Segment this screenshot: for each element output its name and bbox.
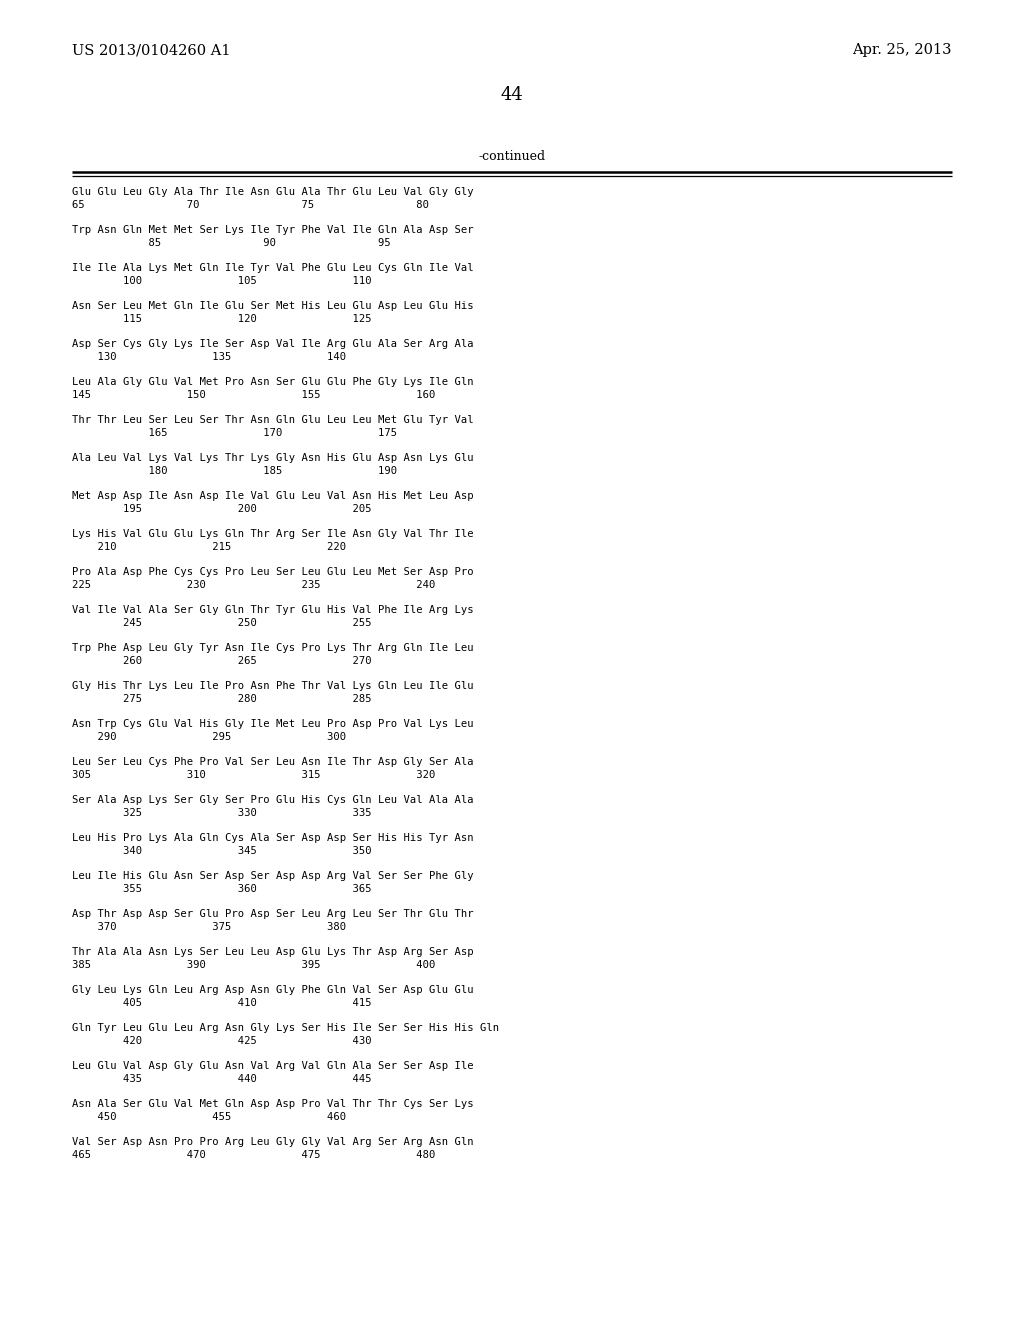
Text: Apr. 25, 2013: Apr. 25, 2013 [853,44,952,57]
Text: 290               295               300: 290 295 300 [72,733,346,742]
Text: Trp Asn Gln Met Met Ser Lys Ile Tyr Phe Val Ile Gln Ala Asp Ser: Trp Asn Gln Met Met Ser Lys Ile Tyr Phe … [72,224,474,235]
Text: 405               410               415: 405 410 415 [72,998,372,1008]
Text: 245               250               255: 245 250 255 [72,618,372,628]
Text: 385               390               395               400: 385 390 395 400 [72,960,435,970]
Text: Leu Ile His Glu Asn Ser Asp Ser Asp Asp Arg Val Ser Ser Phe Gly: Leu Ile His Glu Asn Ser Asp Ser Asp Asp … [72,871,474,880]
Text: Gly Leu Lys Gln Leu Arg Asp Asn Gly Phe Gln Val Ser Asp Glu Glu: Gly Leu Lys Gln Leu Arg Asp Asn Gly Phe … [72,985,474,995]
Text: 195               200               205: 195 200 205 [72,504,372,513]
Text: 210               215               220: 210 215 220 [72,543,346,552]
Text: Trp Phe Asp Leu Gly Tyr Asn Ile Cys Pro Lys Thr Arg Gln Ile Leu: Trp Phe Asp Leu Gly Tyr Asn Ile Cys Pro … [72,643,474,653]
Text: 115               120               125: 115 120 125 [72,314,372,323]
Text: 180               185               190: 180 185 190 [72,466,397,477]
Text: Leu Ser Leu Cys Phe Pro Val Ser Leu Asn Ile Thr Asp Gly Ser Ala: Leu Ser Leu Cys Phe Pro Val Ser Leu Asn … [72,756,474,767]
Text: Leu Ala Gly Glu Val Met Pro Asn Ser Glu Glu Phe Gly Lys Ile Gln: Leu Ala Gly Glu Val Met Pro Asn Ser Glu … [72,378,474,387]
Text: 260               265               270: 260 265 270 [72,656,372,667]
Text: Thr Thr Leu Ser Leu Ser Thr Asn Gln Glu Leu Leu Met Glu Tyr Val: Thr Thr Leu Ser Leu Ser Thr Asn Gln Glu … [72,414,474,425]
Text: US 2013/0104260 A1: US 2013/0104260 A1 [72,44,230,57]
Text: 435               440               445: 435 440 445 [72,1074,372,1084]
Text: 420               425               430: 420 425 430 [72,1036,372,1045]
Text: 465               470               475               480: 465 470 475 480 [72,1150,435,1160]
Text: Asn Ala Ser Glu Val Met Gln Asp Asp Pro Val Thr Thr Cys Ser Lys: Asn Ala Ser Glu Val Met Gln Asp Asp Pro … [72,1100,474,1109]
Text: Val Ile Val Ala Ser Gly Gln Thr Tyr Glu His Val Phe Ile Arg Lys: Val Ile Val Ala Ser Gly Gln Thr Tyr Glu … [72,605,474,615]
Text: Ala Leu Val Lys Val Lys Thr Lys Gly Asn His Glu Asp Asn Lys Glu: Ala Leu Val Lys Val Lys Thr Lys Gly Asn … [72,453,474,463]
Text: Leu Glu Val Asp Gly Glu Asn Val Arg Val Gln Ala Ser Ser Asp Ile: Leu Glu Val Asp Gly Glu Asn Val Arg Val … [72,1061,474,1071]
Text: 85                90                95: 85 90 95 [72,238,391,248]
Text: 275               280               285: 275 280 285 [72,694,372,704]
Text: Leu His Pro Lys Ala Gln Cys Ala Ser Asp Asp Ser His His Tyr Asn: Leu His Pro Lys Ala Gln Cys Ala Ser Asp … [72,833,474,843]
Text: Glu Glu Leu Gly Ala Thr Ile Asn Glu Ala Thr Glu Leu Val Gly Gly: Glu Glu Leu Gly Ala Thr Ile Asn Glu Ala … [72,187,474,197]
Text: 100               105               110: 100 105 110 [72,276,372,286]
Text: 145               150               155               160: 145 150 155 160 [72,389,435,400]
Text: Thr Ala Ala Asn Lys Ser Leu Leu Asp Glu Lys Thr Asp Arg Ser Asp: Thr Ala Ala Asn Lys Ser Leu Leu Asp Glu … [72,946,474,957]
Text: 305               310               315               320: 305 310 315 320 [72,770,435,780]
Text: Asp Thr Asp Asp Ser Glu Pro Asp Ser Leu Arg Leu Ser Thr Glu Thr: Asp Thr Asp Asp Ser Glu Pro Asp Ser Leu … [72,909,474,919]
Text: Met Asp Asp Ile Asn Asp Ile Val Glu Leu Val Asn His Met Leu Asp: Met Asp Asp Ile Asn Asp Ile Val Glu Leu … [72,491,474,502]
Text: Lys His Val Glu Glu Lys Gln Thr Arg Ser Ile Asn Gly Val Thr Ile: Lys His Val Glu Glu Lys Gln Thr Arg Ser … [72,529,474,539]
Text: 370               375               380: 370 375 380 [72,921,346,932]
Text: Gln Tyr Leu Glu Leu Arg Asn Gly Lys Ser His Ile Ser Ser His His Gln: Gln Tyr Leu Glu Leu Arg Asn Gly Lys Ser … [72,1023,499,1034]
Text: Gly His Thr Lys Leu Ile Pro Asn Phe Thr Val Lys Gln Leu Ile Glu: Gly His Thr Lys Leu Ile Pro Asn Phe Thr … [72,681,474,690]
Text: Asn Trp Cys Glu Val His Gly Ile Met Leu Pro Asp Pro Val Lys Leu: Asn Trp Cys Glu Val His Gly Ile Met Leu … [72,719,474,729]
Text: 165               170               175: 165 170 175 [72,428,397,438]
Text: 355               360               365: 355 360 365 [72,884,372,894]
Text: 65                70                75                80: 65 70 75 80 [72,201,429,210]
Text: 44: 44 [501,86,523,104]
Text: 450               455               460: 450 455 460 [72,1111,346,1122]
Text: Val Ser Asp Asn Pro Pro Arg Leu Gly Gly Val Arg Ser Arg Asn Gln: Val Ser Asp Asn Pro Pro Arg Leu Gly Gly … [72,1137,474,1147]
Text: -continued: -continued [478,150,546,164]
Text: Ile Ile Ala Lys Met Gln Ile Tyr Val Phe Glu Leu Cys Gln Ile Val: Ile Ile Ala Lys Met Gln Ile Tyr Val Phe … [72,263,474,273]
Text: Pro Ala Asp Phe Cys Cys Pro Leu Ser Leu Glu Leu Met Ser Asp Pro: Pro Ala Asp Phe Cys Cys Pro Leu Ser Leu … [72,568,474,577]
Text: 225               230               235               240: 225 230 235 240 [72,579,435,590]
Text: Asn Ser Leu Met Gln Ile Glu Ser Met His Leu Glu Asp Leu Glu His: Asn Ser Leu Met Gln Ile Glu Ser Met His … [72,301,474,312]
Text: 130               135               140: 130 135 140 [72,352,346,362]
Text: 325               330               335: 325 330 335 [72,808,372,818]
Text: Ser Ala Asp Lys Ser Gly Ser Pro Glu His Cys Gln Leu Val Ala Ala: Ser Ala Asp Lys Ser Gly Ser Pro Glu His … [72,795,474,805]
Text: Asp Ser Cys Gly Lys Ile Ser Asp Val Ile Arg Glu Ala Ser Arg Ala: Asp Ser Cys Gly Lys Ile Ser Asp Val Ile … [72,339,474,348]
Text: 340               345               350: 340 345 350 [72,846,372,855]
